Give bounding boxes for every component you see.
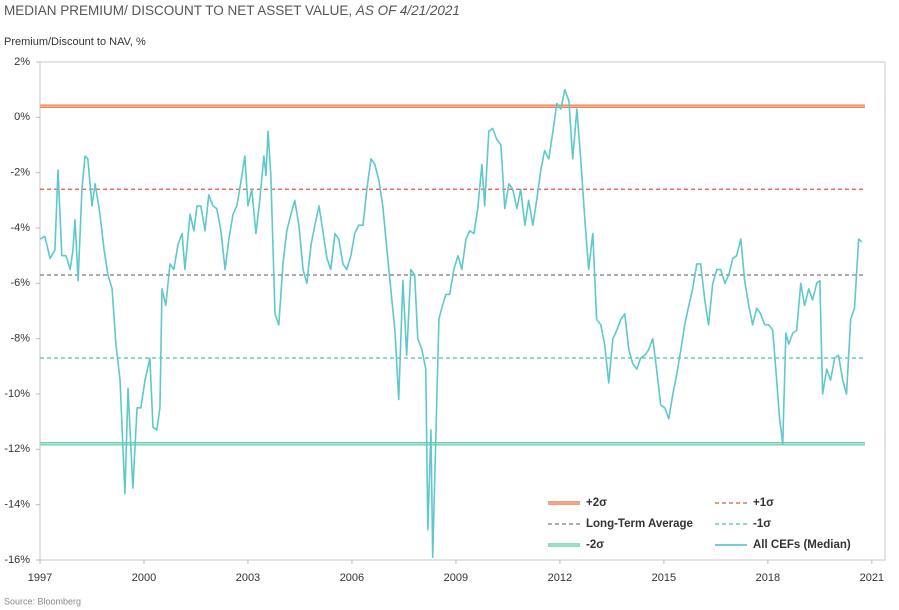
data-line: [39, 88, 863, 559]
x-tick-label: 2003: [236, 572, 260, 584]
y-tick-label: -12%: [4, 443, 30, 455]
source-note: Source: Bloomberg: [4, 596, 81, 606]
y-tick-label: -16%: [4, 554, 30, 566]
y-tick-label: -2%: [10, 167, 30, 179]
x-tick-label: 2009: [444, 572, 468, 584]
chart-title: MEDIAN PREMIUM/ DISCOUNT TO NET ASSET VA…: [4, 3, 460, 18]
legend-label: -2σ: [586, 539, 604, 551]
x-tick-label: 2012: [548, 572, 572, 584]
x-tick-label: 2006: [340, 572, 364, 584]
y-tick-label: -4%: [10, 222, 30, 234]
x-tick-label: 2015: [652, 572, 676, 584]
y-tick-label: 2%: [14, 56, 30, 68]
legend-label: -1σ: [753, 518, 771, 530]
legend-label: All CEFs (Median): [753, 539, 851, 551]
x-tick-label: 1997: [28, 572, 52, 584]
y-tick-label: 0%: [14, 111, 30, 123]
y-tick-label: -10%: [4, 388, 30, 400]
x-tick-label: 2000: [132, 572, 156, 584]
legend-label: +1σ: [753, 497, 774, 509]
y-tick-label: -6%: [10, 277, 30, 289]
x-tick-label: 2018: [756, 572, 780, 584]
title-main: MEDIAN PREMIUM/ DISCOUNT TO NET ASSET VA…: [4, 3, 352, 18]
y-axis-label: Premium/Discount to NAV, %: [4, 36, 146, 48]
title-date: AS OF 4/21/2021: [355, 3, 460, 18]
legend-label: Long-Term Average: [586, 518, 693, 530]
y-tick-label: -14%: [4, 499, 30, 511]
y-tick-label: -8%: [10, 333, 30, 345]
plot-frame: [39, 61, 886, 561]
x-tick-label: 2021: [860, 572, 884, 584]
legend: +2σ +1σ Long-Term Average -1σ -2σ All CEFs (M…: [548, 497, 851, 551]
legend-label: +2σ: [586, 497, 607, 509]
